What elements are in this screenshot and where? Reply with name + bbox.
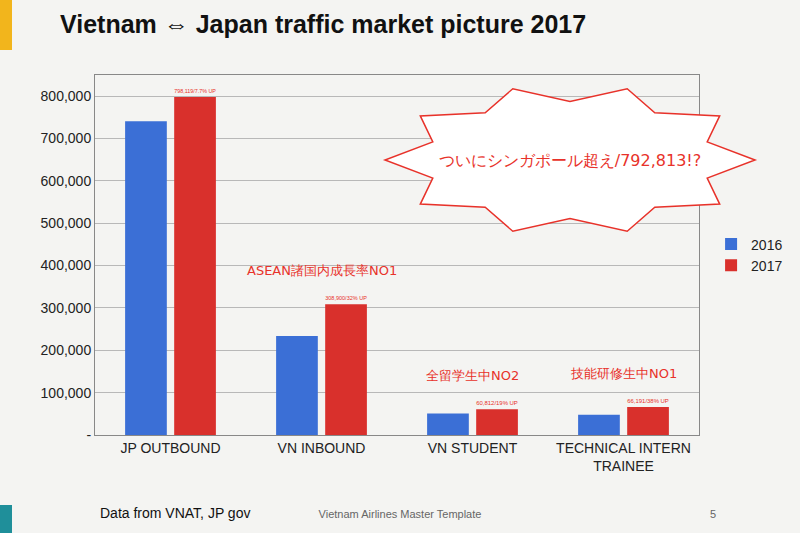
svg-text:60,812/19% UP: 60,812/19% UP (476, 400, 518, 406)
svg-text:VN STUDENT: VN STUDENT (428, 440, 518, 456)
svg-text:200,000: 200,000 (41, 342, 92, 358)
svg-text:600,000: 600,000 (41, 173, 92, 189)
svg-text:TECHNICAL INTERNTRAINEE: TECHNICAL INTERNTRAINEE (556, 440, 691, 474)
svg-text:400,000: 400,000 (41, 257, 92, 273)
svg-text:500,000: 500,000 (41, 215, 92, 231)
svg-text:700,000: 700,000 (41, 130, 92, 146)
svg-text:全留学生中NO2: 全留学生中NO2 (426, 368, 519, 383)
svg-text:ASEAN諸国内成長率NO1: ASEAN諸国内成長率NO1 (247, 263, 397, 278)
svg-text:2016: 2016 (751, 237, 782, 253)
svg-text:JP OUTBOUND: JP OUTBOUND (120, 440, 220, 456)
html-text:Data from VNAT, JP gov: Data from VNAT, JP gov (100, 505, 251, 521)
svg-text:300,000: 300,000 (41, 300, 92, 316)
svg-text:308,900/32% UP: 308,900/32% UP (325, 295, 367, 301)
html-text:Vietnam Airlines Master Templa: Vietnam Airlines Master Template (318, 508, 482, 520)
svg-text:66,191/38% UP: 66,191/38% UP (627, 398, 669, 404)
svg-text:800,000: 800,000 (41, 88, 92, 104)
svg-text:VN INBOUND: VN INBOUND (278, 440, 366, 456)
svg-text:技能研修生中NO1: 技能研修生中NO1 (570, 366, 677, 381)
html-text:Vietnam ⇔ Japan traffic market: Vietnam ⇔ Japan traffic market picture 2… (60, 10, 587, 38)
html-text:5: 5 (710, 508, 717, 520)
svg-text:-: - (87, 427, 92, 443)
svg-text:2017: 2017 (751, 258, 782, 274)
svg-text:100,000: 100,000 (41, 385, 92, 401)
svg-text:ついにシンガポール超え/792,813!?: ついにシンガポール超え/792,813!? (439, 151, 701, 170)
svg-text:798,119/7.7% UP: 798,119/7.7% UP (174, 88, 216, 94)
